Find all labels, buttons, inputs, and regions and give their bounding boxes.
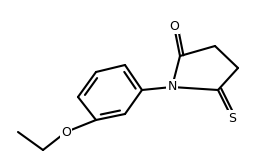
Text: N: N (167, 81, 177, 93)
Text: O: O (169, 20, 179, 32)
Text: S: S (228, 112, 236, 124)
Text: O: O (61, 125, 71, 139)
